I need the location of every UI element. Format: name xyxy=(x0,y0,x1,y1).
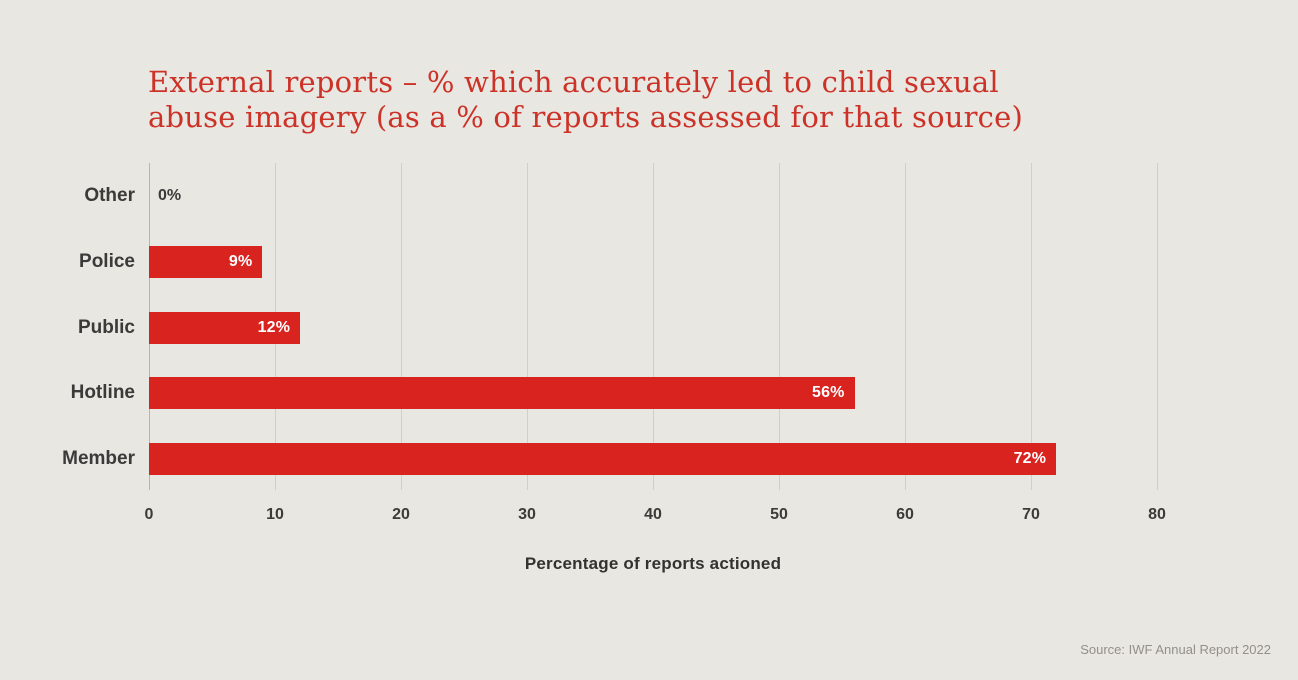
source-note: Source: IWF Annual Report 2022 xyxy=(1080,642,1271,657)
category-label-police: Police xyxy=(79,250,135,272)
bar-public: 12% xyxy=(149,311,301,344)
bar-police: 9% xyxy=(149,245,263,278)
x-tick-label: 60 xyxy=(896,506,914,523)
category-label-member: Member xyxy=(62,448,135,469)
gridline xyxy=(527,163,528,490)
x-tick-label: 0 xyxy=(144,506,154,523)
gridline xyxy=(401,163,402,490)
gridline xyxy=(1157,163,1158,490)
x-tick-label: 50 xyxy=(770,506,788,523)
chart-title: External reports – % which accurately le… xyxy=(148,65,1023,135)
gridline xyxy=(1031,163,1032,490)
x-tick-label: 70 xyxy=(1022,506,1040,523)
x-tick-label: 30 xyxy=(518,506,536,523)
bar-value-label: 9% xyxy=(228,252,253,270)
bar-value-label: 56% xyxy=(811,384,845,402)
bar-value-label: 72% xyxy=(1013,450,1047,467)
gridline xyxy=(653,163,654,490)
bar-member: 72% xyxy=(149,443,1057,475)
x-tick-label: 40 xyxy=(644,506,662,523)
bar-value-label: 12% xyxy=(257,318,291,336)
category-label-hotline: Hotline xyxy=(70,382,135,404)
bar-value-label: 0% xyxy=(158,187,182,204)
x-tick-label: 10 xyxy=(266,506,284,523)
category-label-other: Other xyxy=(84,185,135,206)
x-tick-label: 20 xyxy=(392,506,410,523)
x-axis-label: Percentage of reports actioned xyxy=(524,554,782,573)
gridline xyxy=(905,163,906,490)
gridline xyxy=(779,163,780,490)
bar-hotline: 56% xyxy=(149,377,855,410)
chart-title-line-1: External reports – % which accurately le… xyxy=(148,65,999,100)
chart-title-line-2: abuse imagery (as a % of reports assesse… xyxy=(148,100,1024,135)
category-label-public: Public xyxy=(77,316,135,338)
x-tick-label: 80 xyxy=(1148,506,1166,523)
